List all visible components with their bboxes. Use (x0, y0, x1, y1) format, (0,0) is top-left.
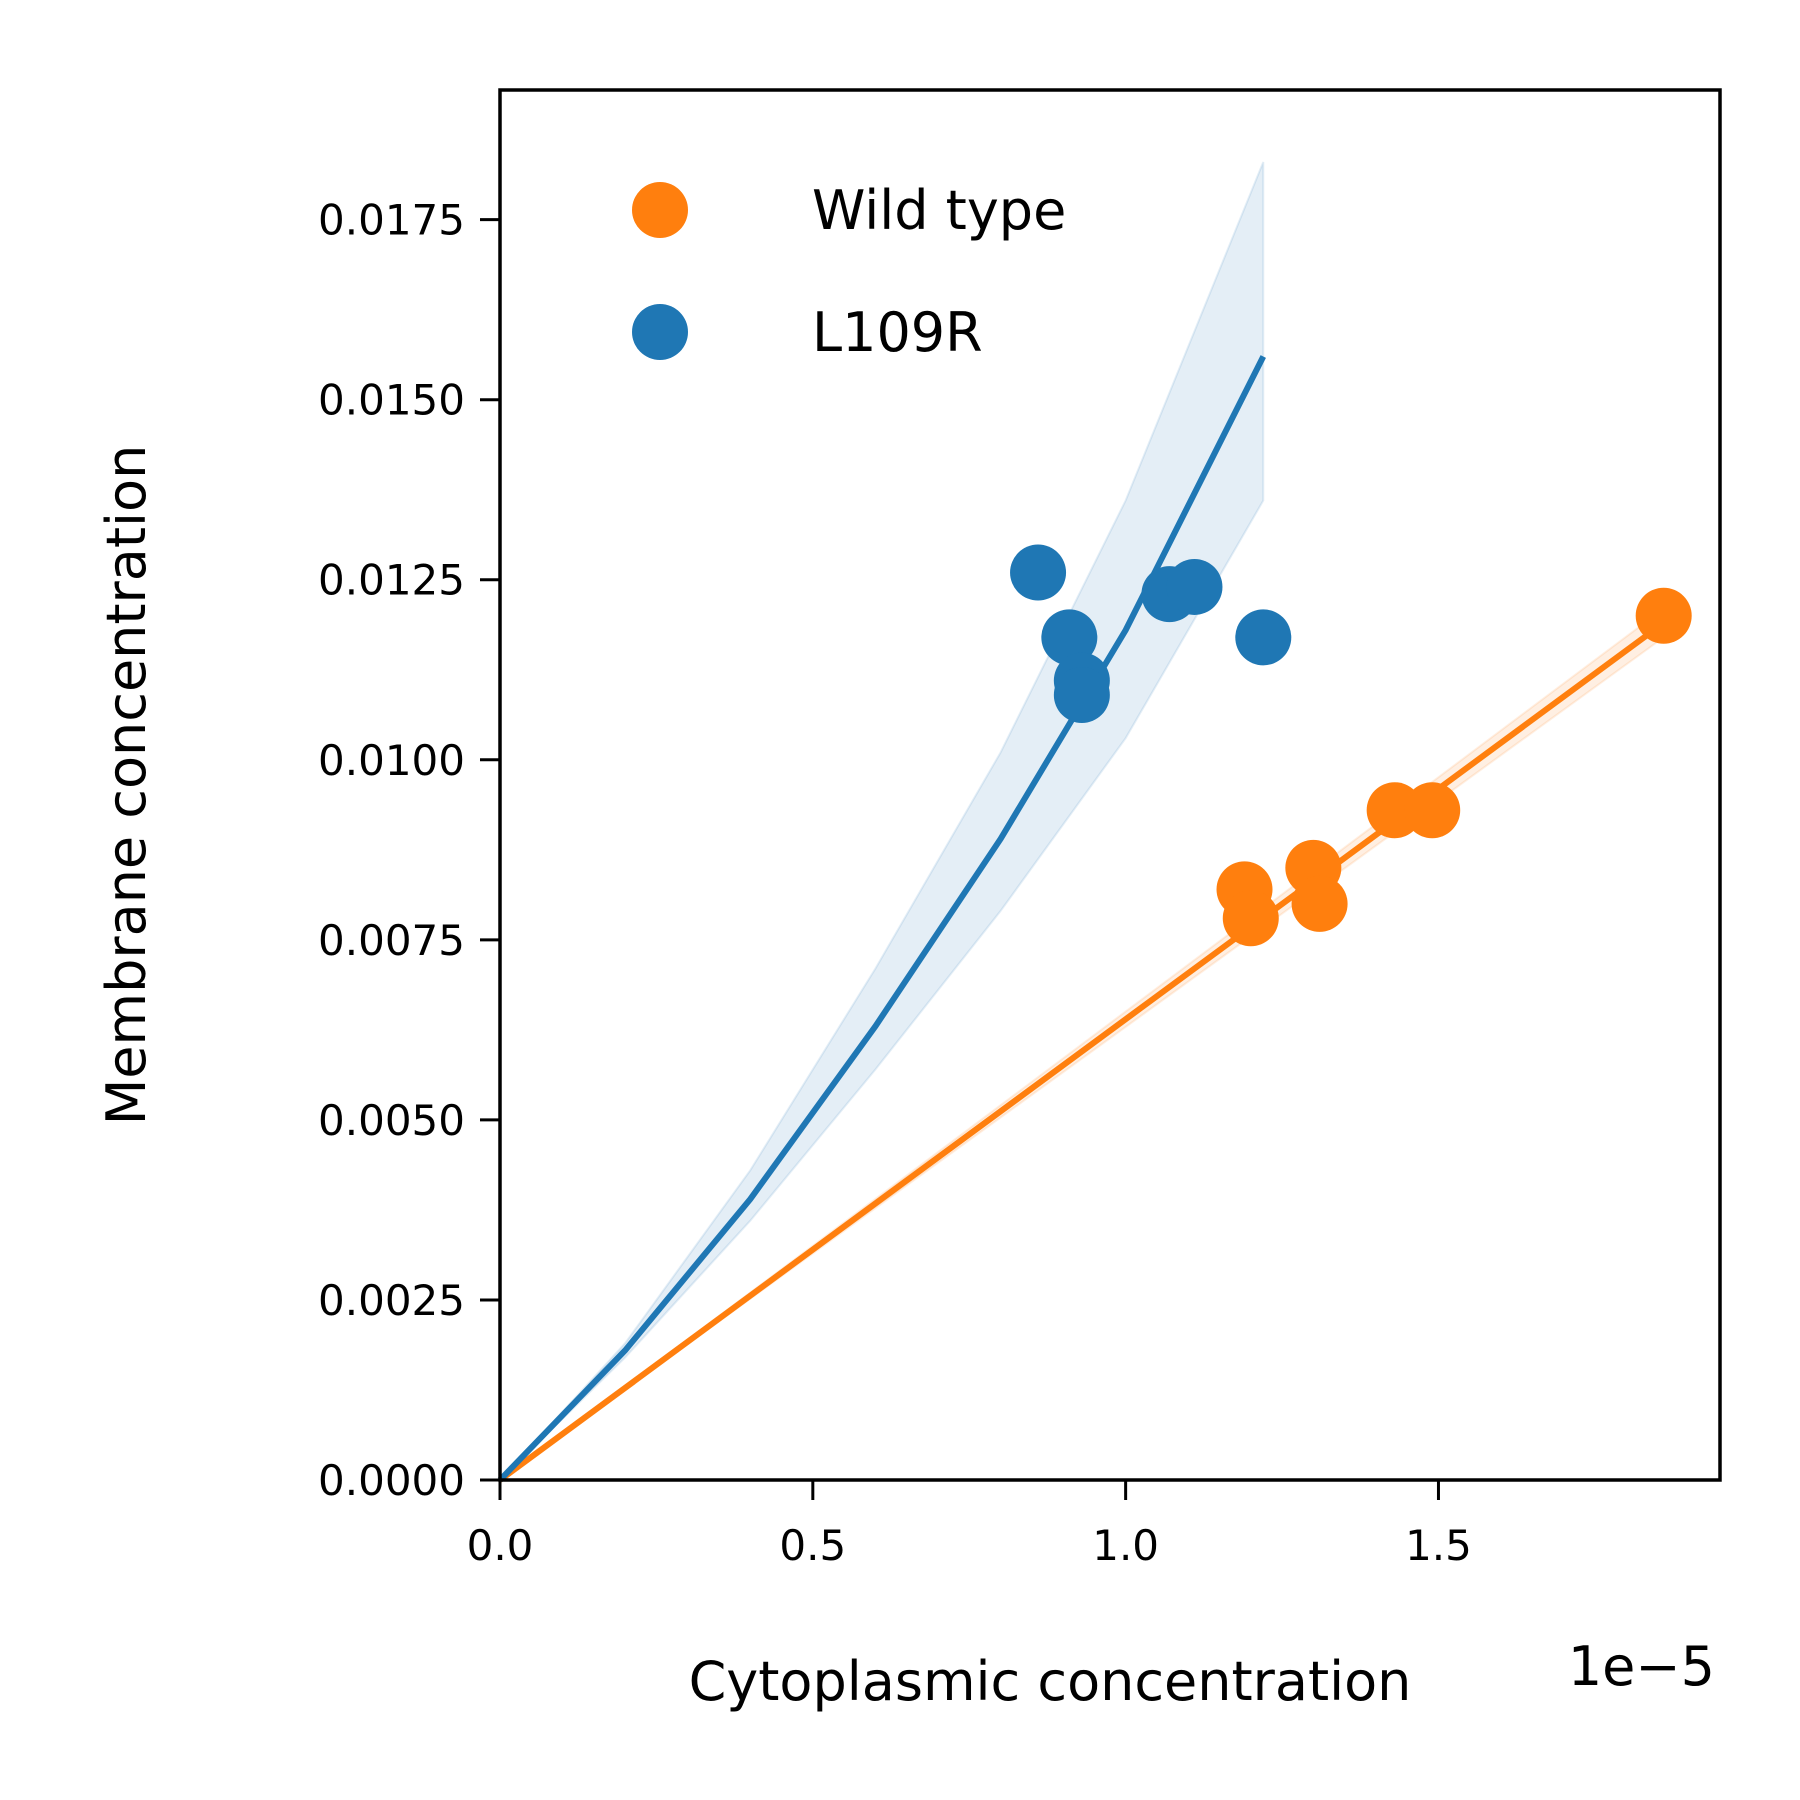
y-tick-label: 0.0025 (318, 1276, 465, 1325)
y-axis-offset-label: 1e−5 (1568, 1635, 1715, 1698)
y-tick-label: 0.0175 (318, 196, 465, 245)
y-axis-ticks: 0.0000 0.0025 0.0050 0.0075 0.0100 0.0125 0.01… (318, 196, 500, 1505)
confidence-bands (499, 161, 1665, 1481)
wild-type-data-point (1635, 587, 1692, 644)
wild-type-legend-label: Wild type (812, 179, 1066, 242)
fit-lines (497, 355, 1666, 1483)
y-axis-label: Membrane concentration (95, 445, 158, 1126)
y-tick-label: 0.0150 (318, 376, 465, 425)
y-tick-label: 0.0125 (318, 556, 465, 605)
x-tick-label: 1.5 (1405, 1521, 1472, 1570)
l109r-confidence-band (499, 161, 1265, 1481)
plot-frame (498, 88, 1722, 1482)
l109r-data-point (1166, 558, 1223, 615)
l109r-fit-line (497, 355, 1266, 1483)
wild-type-fit-line (498, 620, 1666, 1483)
l109r-data-point (1041, 609, 1098, 666)
l109r-legend-label: L109R (812, 301, 983, 364)
l109r-data-point (1010, 544, 1067, 601)
l109r-legend-marker (632, 304, 688, 360)
y-tick-label: 0.0075 (318, 916, 465, 965)
y-tick-label: 0.0050 (318, 1096, 465, 1145)
x-tick-label: 1.0 (1092, 1521, 1159, 1570)
data-points (1010, 544, 1692, 947)
x-axis-ticks: 0.0 0.5 1.0 1.5 (467, 1480, 1472, 1570)
y-tick-label: 0.0000 (318, 1456, 465, 1505)
wild-type-data-point (1404, 782, 1461, 839)
wild-type-data-point (1291, 875, 1348, 932)
legend: Wild type L109R (632, 179, 1066, 364)
x-axis-label: Cytoplasmic concentration (689, 1650, 1412, 1713)
x-tick-label: 0.5 (779, 1521, 846, 1570)
y-tick-label: 0.0100 (318, 736, 465, 785)
l109r-data-point (1053, 666, 1110, 723)
l109r-data-point (1235, 609, 1292, 666)
x-tick-label: 0.0 (467, 1521, 534, 1570)
wild-type-data-point (1222, 890, 1279, 947)
wild-type-legend-marker (632, 182, 688, 238)
